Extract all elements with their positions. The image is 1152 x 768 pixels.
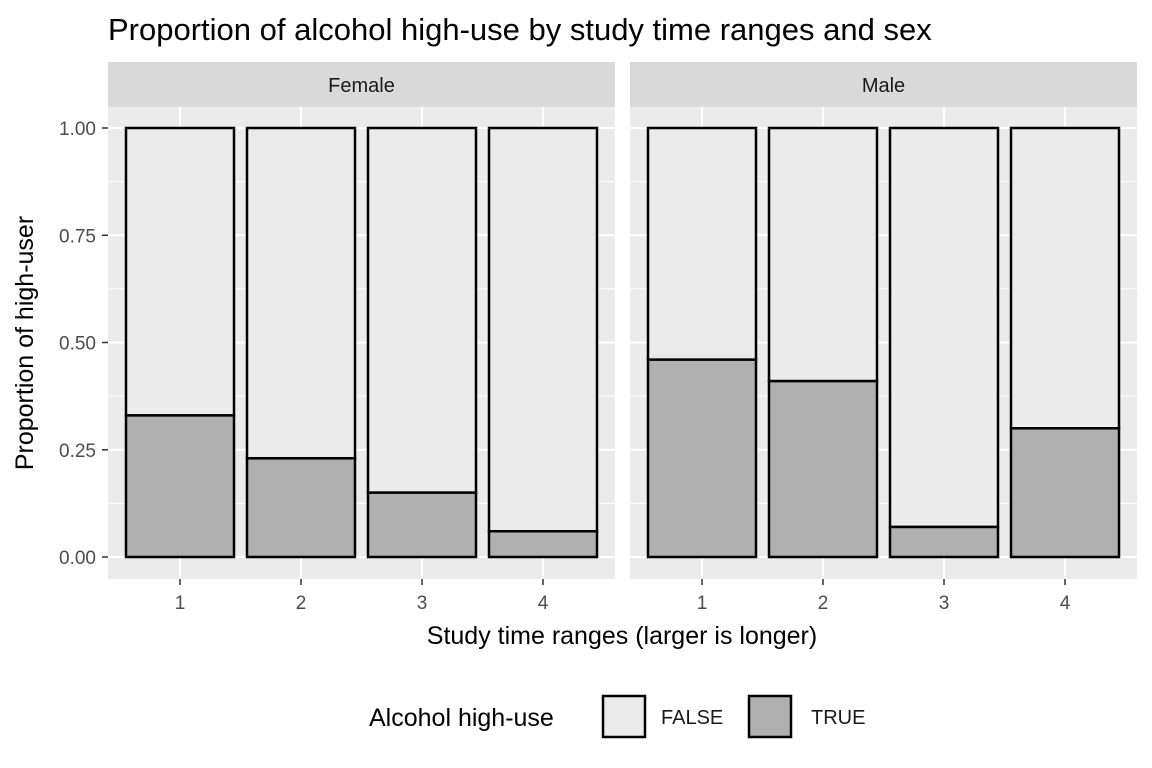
x-tick-label: 4: [538, 593, 549, 614]
y-tick-label: 1.00: [59, 119, 96, 140]
legend-label-true: TRUE: [811, 707, 865, 729]
bar-false-male-3: [888, 126, 1000, 529]
legend-label-false: FALSE: [661, 707, 723, 729]
y-axis: 0.00 0.25 0.50 0.75 1.00: [59, 119, 108, 569]
y-tick-label: 0.50: [59, 334, 96, 355]
facet-male: Male 1 2 3 4: [630, 62, 1137, 614]
legend-title: Alcohol high-use: [369, 704, 554, 732]
chart-title: Proportion of alcohol high-use by study …: [108, 12, 932, 47]
x-tick-label: 2: [296, 593, 307, 614]
y-tick-label: 0.25: [59, 441, 96, 462]
x-tick-label: 4: [1060, 593, 1071, 614]
x-tick-label: 2: [818, 593, 829, 614]
facet-strip: [108, 62, 615, 107]
bar-false-male-2: [767, 126, 879, 383]
y-tick-label: 0.00: [59, 548, 96, 569]
facet-strip: [630, 62, 1137, 107]
x-tick-label: 3: [939, 593, 950, 614]
legend: Alcohol high-use FALSE TRUE: [369, 694, 865, 739]
bar-false-female-4: [487, 126, 599, 533]
bar-false-male-4: [1009, 126, 1121, 430]
bar-false-male-1: [646, 126, 758, 361]
bar-true-female-4: [487, 530, 599, 559]
facet-strip-label: Male: [862, 75, 905, 97]
legend-key-true: [747, 694, 793, 739]
y-tick-label: 0.75: [59, 226, 96, 247]
x-tick-label: 3: [417, 593, 428, 614]
legend-key-false: [601, 694, 647, 739]
bar-true-female-1: [124, 414, 236, 559]
x-tick-label: 1: [697, 593, 708, 614]
facet-panels: Female 1 2 3 4 Male 1 2 3 4 0.00 0.25 0.50 0.75 1.00: [59, 62, 1137, 614]
bar-true-male-3: [888, 525, 1000, 559]
x-tick-label: 1: [175, 593, 186, 614]
x-axis-title: Study time ranges (larger is longer): [427, 622, 817, 650]
bar-true-female-3: [366, 491, 478, 559]
bar-false-female-2: [245, 126, 357, 460]
bar-true-male-4: [1009, 427, 1121, 559]
bar-true-male-2: [767, 379, 879, 559]
bar-false-female-1: [124, 126, 236, 417]
bar-true-male-1: [646, 358, 758, 559]
bar-false-female-3: [366, 126, 478, 494]
y-axis-title: Proportion of high-user: [11, 216, 39, 470]
bar-true-female-2: [245, 457, 357, 559]
facet-female: Female 1 2 3 4: [108, 62, 615, 614]
facet-strip-label: Female: [328, 75, 395, 97]
